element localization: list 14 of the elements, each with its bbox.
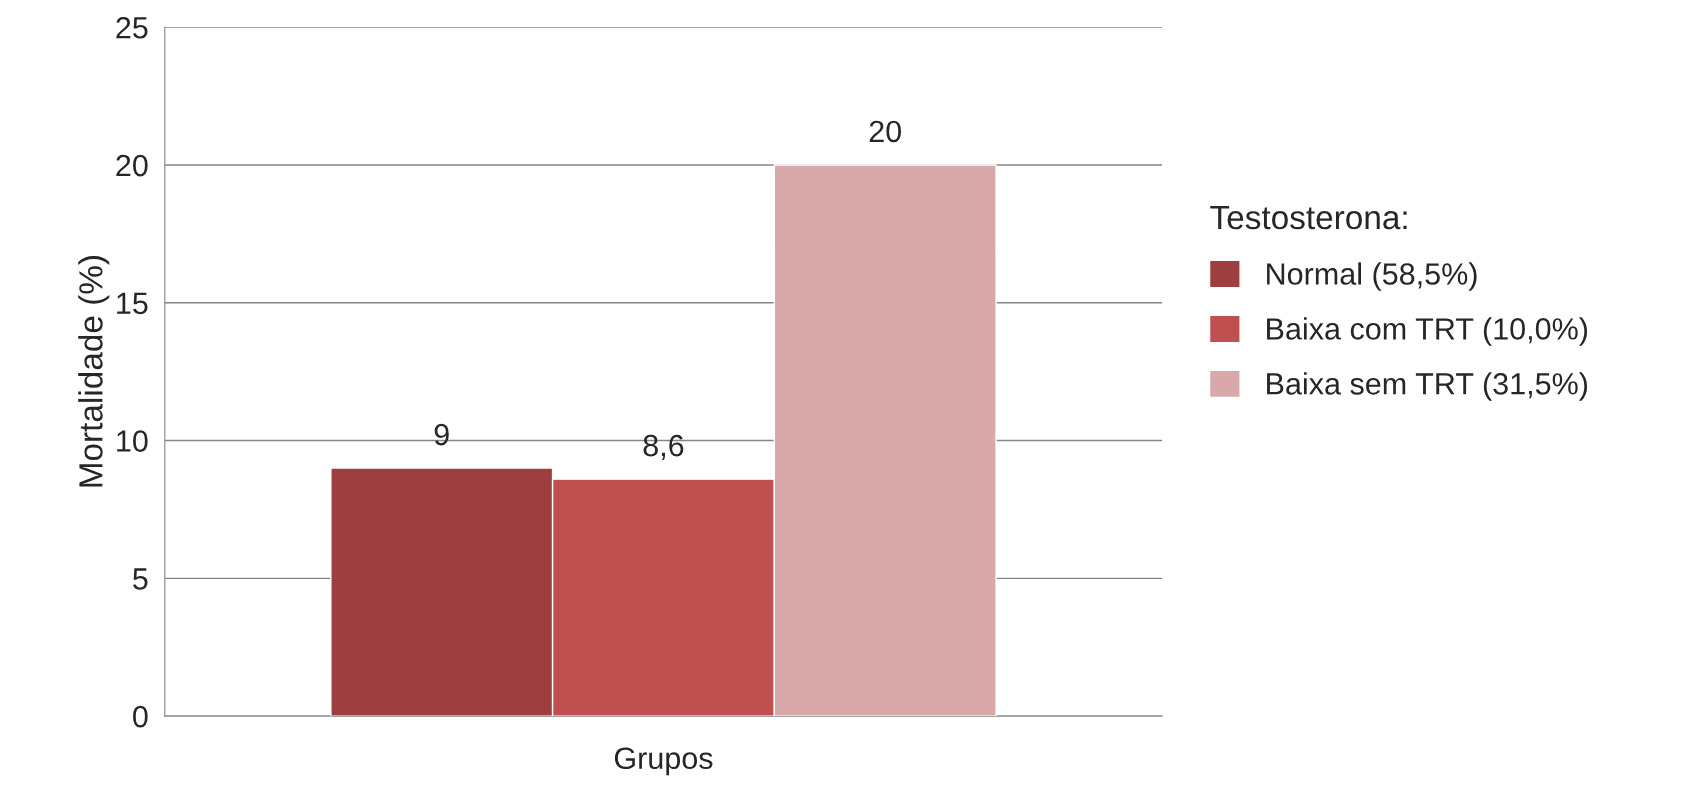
legend-label: Baixa com TRT (10,0%): [1267, 317, 1588, 346]
data-label: 8,6: [643, 434, 684, 461]
y-tick-label: 15: [117, 292, 148, 315]
y-tick-label: 20: [116, 154, 148, 177]
y-tick-label: 5: [133, 568, 148, 590]
data-label: 20: [869, 120, 901, 143]
legend-label: Normal (58,5%): [1267, 262, 1477, 291]
legend-title: Testosterona:: [1210, 206, 1407, 230]
y-axis-title: Mortalidade (%): [78, 256, 110, 487]
y-tick-label: 25: [116, 16, 148, 39]
y-tick-label: 10: [117, 430, 148, 452]
y-tick-label: 0: [133, 705, 148, 728]
legend-label: Baixa sem TRT (31,5%): [1267, 372, 1588, 401]
x-tick-label: Grupos: [614, 747, 713, 776]
